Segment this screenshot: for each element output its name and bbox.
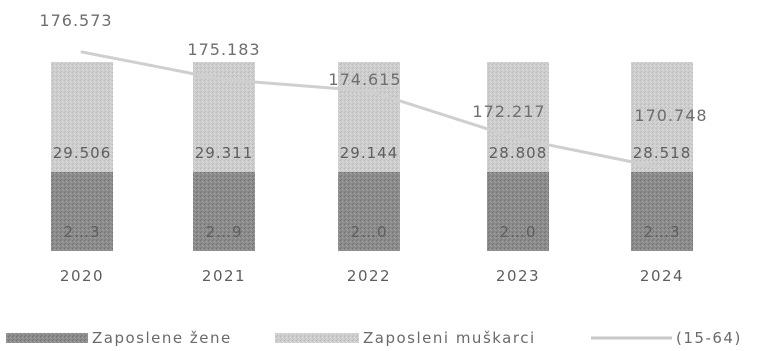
legend: Zaposlene žene Zaposleni muškarci (15-64… <box>6 329 742 347</box>
data-label-men-2022: 29.144 <box>340 144 399 162</box>
legend-label-men: Zaposleni muškarci <box>363 329 536 347</box>
bar-women-2023 <box>487 172 549 251</box>
bar-men-2024 <box>631 62 693 172</box>
x-tick-2022: 2022 <box>347 267 391 285</box>
bar-women-2024 <box>631 172 693 251</box>
x-tick-2020: 2020 <box>60 267 104 285</box>
bar-women-2022 <box>338 172 400 251</box>
bar-men-2020 <box>51 62 113 172</box>
data-label-women-2020: 2…3 <box>63 223 100 241</box>
line-layer <box>80 50 664 170</box>
data-label-men-2023: 28.808 <box>489 144 548 162</box>
data-label-line-2023: 172.217 <box>472 102 545 121</box>
legend-swatch-women <box>6 333 88 343</box>
data-label-men-2020: 29.506 <box>53 144 112 162</box>
line-series-15-64 <box>80 50 664 170</box>
x-tick-2024: 2024 <box>640 267 684 285</box>
legend-label-women: Zaposlene žene <box>92 329 232 347</box>
labels-layer: 176.573 175.183 174.615 172.217 170.748 29.50… <box>39 11 707 285</box>
data-label-women-2021: 2…9 <box>205 223 242 241</box>
data-label-line-2024: 170.748 <box>634 106 707 125</box>
bar-men-2023 <box>487 62 549 172</box>
data-label-line-2022: 174.615 <box>328 70 401 89</box>
data-label-women-2024: 2…3 <box>643 223 680 241</box>
data-label-women-2022: 2…0 <box>350 223 387 241</box>
legend-label-line: (15-64) <box>676 329 742 347</box>
data-label-women-2023: 2…0 <box>499 223 536 241</box>
bar-women-2021 <box>193 172 255 251</box>
data-label-men-2021: 29.311 <box>195 144 254 162</box>
bar-women-2020 <box>51 172 113 251</box>
data-label-men-2024: 28.518 <box>633 144 692 162</box>
bar-men-2022 <box>338 62 400 172</box>
data-label-line-2021: 175.183 <box>187 40 260 59</box>
legend-swatch-men <box>275 333 359 343</box>
bars-layer <box>51 62 693 251</box>
data-label-line-2020: 176.573 <box>39 11 112 30</box>
x-tick-2021: 2021 <box>202 267 246 285</box>
x-tick-2023: 2023 <box>496 267 540 285</box>
